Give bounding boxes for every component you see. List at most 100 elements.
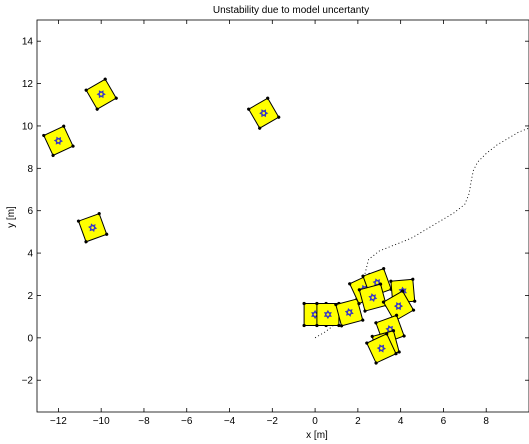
vehicle-corner — [397, 350, 401, 354]
vehicle-body — [335, 298, 364, 327]
vehicle-corner — [71, 144, 75, 148]
y-axis-label: y [m] — [6, 206, 17, 228]
vehicle-center-marker — [323, 309, 332, 317]
vehicle-body — [366, 333, 397, 364]
vehicle-corner — [105, 232, 109, 236]
vehicle-corner — [394, 352, 398, 356]
vehicle-corner — [361, 274, 365, 278]
vehicle-corner — [84, 240, 88, 244]
vehicle-corner — [370, 334, 374, 339]
vehicle-body — [85, 78, 117, 110]
vehicle-corner — [365, 341, 369, 345]
vehicle-center-marker — [323, 312, 332, 320]
vehicle-corner — [247, 107, 251, 111]
vehicle-center-marker — [376, 344, 385, 353]
vehicle-corner — [411, 277, 415, 281]
x-tick-label: −10 — [93, 416, 110, 427]
vehicle-body — [316, 303, 340, 326]
vehicle-center-marker — [393, 302, 401, 311]
vehicle-center-marker — [369, 293, 378, 301]
plot-content — [42, 77, 529, 365]
vehicle-center-marker — [378, 344, 386, 353]
vehicle-corner — [361, 318, 365, 322]
vehicle-center-marker — [396, 302, 404, 311]
y-tick-label: 10 — [22, 121, 34, 132]
vehicle-corner — [363, 309, 367, 313]
x-tick-label: −12 — [50, 416, 67, 427]
vehicle-corner — [258, 126, 262, 130]
vehicle-marker — [357, 282, 388, 313]
vehicle-corner — [51, 153, 55, 158]
vehicle-marker — [42, 124, 75, 158]
vehicle-marker — [381, 289, 416, 323]
vehicle-body — [382, 290, 415, 322]
vehicle-corner — [302, 301, 306, 306]
y-tick-label: 0 — [27, 333, 33, 344]
vehicle-corner — [337, 323, 341, 328]
x-axis-ticks: −12 −10 −8 −6 −4 −2 0 2 4 6 8 — [50, 20, 489, 427]
vehicle-marker — [84, 77, 118, 111]
vehicle-corner — [103, 77, 107, 81]
x-tick-label: 8 — [483, 416, 489, 427]
y-tick-label: 8 — [27, 164, 33, 175]
vehicle-corner — [374, 361, 378, 365]
vehicle-center-marker — [344, 309, 353, 317]
vehicle-center-marker — [55, 136, 63, 145]
vehicle-corner — [339, 324, 344, 328]
vehicle-corner — [114, 96, 118, 100]
vehicle-marker — [365, 332, 398, 365]
chart-title: Unstability due to model uncertanty — [213, 5, 369, 16]
vehicle-center-marker — [261, 109, 269, 118]
vehicle-body — [77, 212, 108, 243]
vehicle-center-marker — [98, 90, 106, 99]
vehicle-corner — [84, 88, 88, 92]
vehicle-corner — [378, 282, 383, 286]
vehicle-body — [358, 283, 387, 312]
vehicle-body — [247, 97, 280, 129]
x-tick-label: 2 — [355, 416, 361, 427]
vehicle-center-marker — [368, 294, 377, 303]
vehicle-body — [43, 125, 74, 157]
vehicle-corner — [394, 313, 399, 317]
vehicle-corner — [42, 133, 46, 138]
vehicle-corner — [95, 107, 99, 111]
y-tick-label: 14 — [22, 37, 34, 48]
vehicle-corner — [413, 299, 417, 303]
plot-frame — [36, 19, 529, 413]
vehicle-corner — [357, 288, 361, 292]
vehicle-corner — [411, 308, 416, 312]
vehicle-marker — [76, 212, 109, 244]
vehicle-corner — [348, 282, 352, 286]
vehicle-center-marker — [372, 279, 381, 288]
vehicle-corner — [315, 301, 319, 306]
x-tick-label: −6 — [181, 416, 193, 427]
vehicle-corner — [402, 334, 406, 338]
vehicle-corner — [315, 323, 319, 328]
vehicle-corner — [382, 267, 386, 271]
y-tick-label: 2 — [27, 291, 33, 302]
vehicle-center-marker — [89, 223, 98, 232]
x-tick-label: −8 — [138, 416, 150, 427]
vehicle-corner — [389, 279, 393, 283]
vehicle-corner — [97, 212, 101, 216]
vehicle-center-marker — [385, 325, 393, 334]
vehicle-corner — [62, 124, 66, 128]
x-tick-label: 6 — [441, 416, 447, 427]
vehicle-center-marker — [96, 90, 104, 99]
y-tick-label: 4 — [27, 249, 33, 260]
y-tick-label: −2 — [22, 376, 34, 387]
vehicle-center-marker — [53, 137, 62, 145]
vehicle-marker — [247, 96, 281, 130]
y-tick-label: 6 — [27, 206, 33, 217]
vehicle-corner — [277, 115, 281, 119]
vehicle-center-marker — [259, 109, 267, 118]
vehicle-corner — [334, 303, 338, 307]
vehicle-corner — [381, 300, 386, 304]
path-line — [314, 127, 529, 339]
x-tick-label: −2 — [267, 416, 279, 427]
vehicle-corner — [302, 323, 306, 328]
x-tick-label: −4 — [224, 416, 236, 427]
vehicle-marker — [334, 297, 365, 328]
x-tick-label: 0 — [312, 416, 318, 427]
